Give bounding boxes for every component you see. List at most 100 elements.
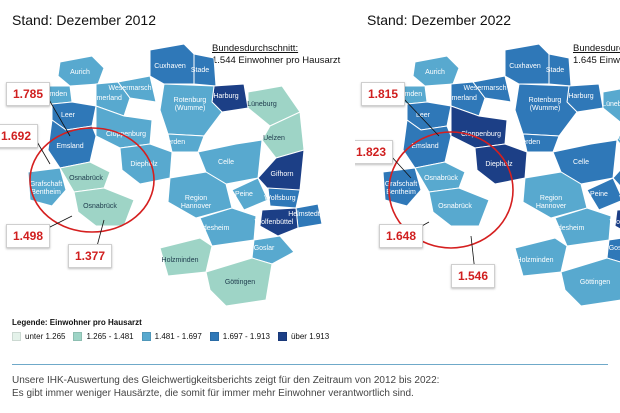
region-label: Osnabrück [69,175,103,182]
region-rotenburg-wumme- [159,83,223,137]
region-wolfenbüttel [259,207,299,237]
region-göttingen [560,257,620,307]
region-ammerland [95,81,131,117]
legend-item: unter 1.265 [12,332,65,341]
region-lüneburg [602,88,620,123]
region-göttingen [205,257,273,307]
region-label: Diepholz [485,161,513,168]
region-label: Stade [546,67,564,74]
legend-label: 1.697 - 1.913 [222,332,270,341]
region-label: Göttingen [580,279,610,286]
callout-value: 1.377 [68,244,113,268]
region-hildesheim [199,207,257,247]
legend-label: über 1.913 [290,332,330,341]
region-label: Uelzen [618,135,620,142]
callout-value: 1.648 [379,224,424,248]
callout-value: 1.823 [355,140,394,164]
region-emsland [47,119,97,169]
region-wesermarsch [472,75,512,103]
region-label: Holzminden [517,257,554,264]
callout-value: 1.785 [6,82,51,106]
legend-swatch [141,332,151,341]
region-label: Ammerland [441,95,477,102]
region-label: Celle [218,159,234,166]
footer-line: Es gibt immer weniger Hausärzte, die som… [12,388,414,399]
region-emsland [402,119,452,169]
region-ammerland [450,81,486,117]
map-panel-2012: Stand: Dezember 2012 Bundesdurchschnitt:… [0,0,350,360]
panel-title: Stand: Dezember 2022 [367,12,511,28]
callout-value: 1.546 [451,264,496,288]
region-label: Hildesheim [195,225,230,232]
region-label: Cuxhaven [154,63,186,70]
region-label: Emsland [411,143,438,150]
region-label: Verden [163,139,185,146]
region-osnabrück [73,187,135,227]
choropleth-map: Aurich Emden Leer Ammerland Wesermarsch Cuxha… [27,43,323,307]
region-label: Uelzen [263,135,285,142]
region-osnabrück [59,161,111,193]
legend-item: 1.481 - 1.697 [141,332,202,341]
region-label: Peine [235,191,253,198]
region-label: Stade [191,67,209,74]
region-label: Wolfsburg [264,195,295,202]
region-osnabrück [428,187,490,227]
legend-swatch [12,332,21,341]
region-peine [231,177,269,211]
region-hildesheim [554,207,612,247]
legend-label: 1.265 - 1.481 [86,332,134,341]
legend-label: 1.481 - 1.697 [154,332,202,341]
region-grafschaft-bentheim [382,167,422,207]
region-rotenburg-wumme- [514,83,578,137]
region-label: Wesermarsch [463,85,506,92]
map-panel-2022: Stand: Dezember 2022 Bundesdurchschnitt:… [355,0,620,360]
highlight-circle [388,131,514,249]
region-label: Ammerland [86,95,122,102]
legend-swatch [73,332,83,341]
callout-value: 1.692 [0,124,39,148]
legend-label: unter 1.265 [25,332,66,341]
legend-item: 1.697 - 1.913 [209,332,270,341]
federal-average-label: Bundesdurchschnitt: [212,43,299,54]
legend-swatch [277,332,287,341]
callout-value: 1.498 [6,224,51,248]
region-label: Helmstedt [288,211,320,218]
region-label: Emsland [56,143,83,150]
federal-average: Bundesdurchschnitt: 1.645 Einwohner pro … [573,43,620,67]
region-goslar [251,235,295,265]
region-uelzen [616,133,620,145]
region-label: Osnabrück [83,203,117,210]
region-label: Hildesheim [550,225,585,232]
leader-line [390,155,412,179]
region-label: Goslar [609,245,620,252]
region-label: Lüneburg [602,101,620,108]
region-goslar [606,237,620,263]
leader-line [35,139,51,165]
federal-average-label: Bundesdurchschnitt: [573,43,620,54]
region-wolfenbüttel [614,209,620,230]
federal-average-value: 1.645 Einwohner pro Hausarzt [573,55,620,66]
federal-average-value: 1.544 Einwohner pro Hausarzt [212,55,341,66]
footer-text: Unsere IHK-Auswertung des Gleichwertigke… [12,374,612,400]
legend-item: über 1.913 [277,332,330,341]
region-label: Wolfenbüttel [255,219,294,226]
region-label: Emden [45,91,67,98]
region-peine [586,177,620,211]
highlight-circle [29,127,155,233]
federal-average: Bundesdurchschnitt: 1.544 Einwohner pro … [212,43,340,67]
region-grafschaft-bentheim [27,167,67,207]
region-gifhorn [612,169,620,187]
region-label: Leer [61,112,76,119]
region-label: Region Hannover [181,195,212,210]
legend-title: Legende: Einwohner pro Hausarzt [12,318,142,327]
region-label: Peine [590,191,608,198]
region-label: Wesermarsch [108,85,151,92]
region-label: Grafschaft Bentheim [385,181,417,196]
region-label: Lüneburg [247,101,277,108]
divider [12,364,608,365]
region-osnabrück [414,161,466,193]
legend-items: unter 1.265 1.265 - 1.481 1.481 - 1.697 … [12,332,329,341]
region-label: Göttingen [225,279,255,286]
region-label: Aurich [425,69,445,76]
region-label: Harburg [213,93,238,100]
